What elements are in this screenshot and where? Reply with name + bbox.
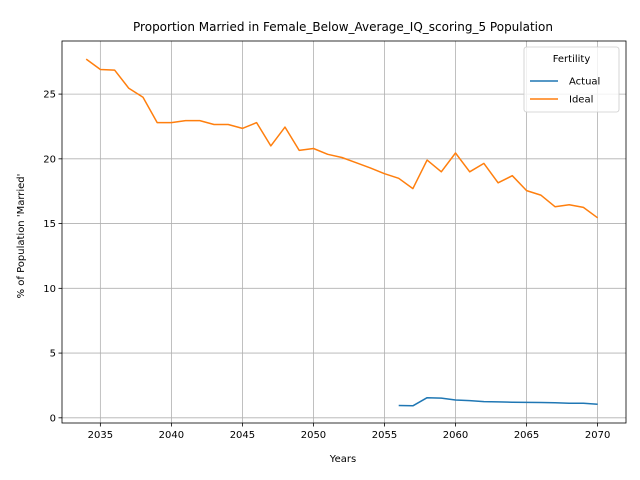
y-axis-label: % of Population 'Married' [16, 174, 27, 299]
axis-ticks: 2035 2040 2045 2050 2055 2060 2065 2070 0 5 10 15 20… [43, 90, 610, 441]
legend-label-actual: Actual [569, 77, 600, 88]
y-tick-label: 20 [43, 154, 56, 165]
legend-box [523, 46, 620, 113]
series-lines [85, 58, 599, 407]
chart-title: Proportion Married in Female_Below_Avera… [133, 20, 553, 34]
y-tick-label: 5 [50, 349, 56, 360]
plot-frame [61, 40, 627, 424]
legend-title: Fertility [553, 54, 591, 65]
x-tick-label: 2035 [88, 430, 113, 441]
y-tick-label: 15 [43, 219, 56, 230]
series-line-actual [398, 396, 598, 407]
x-tick-label: 2055 [372, 430, 397, 441]
legend: Fertility Actual Ideal [523, 46, 620, 113]
x-tick-label: 2065 [514, 430, 539, 441]
series-line-ideal [85, 58, 599, 219]
x-tick-label: 2070 [585, 430, 610, 441]
x-tick-label: 2045 [230, 430, 255, 441]
x-tick-label: 2040 [159, 430, 184, 441]
y-tick-label: 25 [43, 90, 56, 101]
x-axis-label: Years [329, 454, 356, 465]
y-tick-label: 0 [50, 413, 56, 424]
x-tick-label: 2050 [301, 430, 326, 441]
x-tick-label: 2060 [443, 430, 468, 441]
legend-label-ideal: Ideal [569, 95, 593, 106]
y-tick-label: 10 [43, 284, 56, 295]
